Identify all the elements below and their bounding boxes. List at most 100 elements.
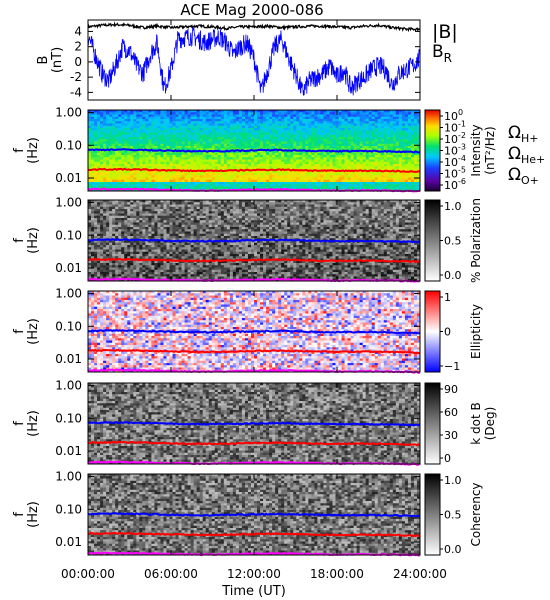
- spectrogram-cell: [247, 179, 252, 183]
- spectrogram-cell: [398, 148, 403, 151]
- spectrogram-cell: [320, 148, 324, 151]
- spectrogram-cell: [335, 123, 339, 127]
- spectrogram-cell: [401, 175, 406, 178]
- spectrogram-cell: [163, 139, 167, 142]
- spectrogram-cell: [247, 155, 252, 158]
- spectrogram-cell: [184, 128, 188, 131]
- spectrogram-cell: [317, 137, 321, 140]
- spectrogram-cell: [136, 161, 140, 165]
- spectrogram-cell: [407, 168, 412, 172]
- spectrogram-cell: [238, 175, 243, 178]
- spectrogram-cell: [392, 200, 397, 203]
- spectrogram-cell: [208, 139, 213, 142]
- spectrogram-cell: [202, 152, 207, 156]
- spectrogram-cell: [362, 202, 367, 205]
- spectrogram-cell: [386, 213, 391, 217]
- spectrogram-cell: [139, 161, 143, 165]
- spectrogram-cell: [407, 173, 412, 176]
- spectrogram-cell: [241, 184, 246, 187]
- spectrogram-cell: [296, 121, 300, 124]
- spectrogram-cell: [232, 206, 237, 210]
- spectrogram-cell: [341, 184, 345, 187]
- spectrogram-cell: [416, 114, 421, 118]
- spectrogram-cell: [398, 211, 403, 214]
- spectrogram-cell: [368, 161, 373, 165]
- spectrogram-cell: [338, 182, 342, 185]
- spectrogram-cell: [88, 114, 92, 118]
- spectrogram-cell: [118, 186, 122, 190]
- spectrogram-cell: [133, 152, 137, 156]
- spectrogram-cell: [410, 143, 415, 147]
- spectrogram-cell: [326, 179, 330, 183]
- spectrogram-cell: [347, 141, 351, 145]
- spectrogram-cell: [410, 125, 415, 129]
- spectrogram-cell: [284, 157, 288, 160]
- spectrogram-cell: [365, 119, 370, 122]
- spectrogram-cell: [148, 150, 152, 154]
- spectrogram-cell: [284, 121, 288, 124]
- spectrogram-cell: [290, 141, 294, 145]
- spectrogram-cell: [287, 119, 291, 122]
- spectrogram-cell: [311, 170, 315, 174]
- spectrogram-cell: [257, 204, 261, 208]
- spectrogram-cell: [359, 209, 364, 212]
- spectrogram-cell: [284, 204, 288, 208]
- spectrogram-cell: [106, 150, 110, 154]
- spectrogram-cell: [323, 206, 327, 210]
- spectrogram-cell: [266, 146, 270, 149]
- spectrogram-cell: [332, 182, 336, 185]
- spectrogram-cell: [287, 206, 291, 210]
- spectrogram-cell: [112, 132, 116, 136]
- spectrogram-cell: [353, 141, 358, 145]
- spectrogram-cell: [223, 184, 228, 187]
- spectrogram-cell: [257, 182, 261, 185]
- spectrogram-cell: [260, 200, 264, 203]
- spectrogram-cell: [211, 139, 216, 142]
- spectrogram-cell: [308, 125, 312, 129]
- spectrogram-cell: [329, 116, 333, 120]
- spectrogram-cell: [266, 175, 270, 178]
- spectrogram-cell: [103, 150, 107, 154]
- spectrogram-cell: [88, 173, 92, 176]
- spectrogram-cell: [175, 125, 179, 129]
- spectrogram-cell: [269, 202, 273, 205]
- spectrogram-cell: [410, 184, 415, 187]
- spectrogram-cell: [166, 159, 170, 163]
- spectrogram-cell: [193, 218, 198, 221]
- spectrogram-cell: [338, 173, 342, 176]
- spectrogram-cell: [136, 179, 140, 183]
- spectrogram-cell: [220, 164, 225, 167]
- spectrogram-cell: [326, 116, 330, 120]
- spectrogram-cell: [329, 148, 333, 151]
- spectrogram-cell: [368, 110, 373, 113]
- spectrogram-cell: [115, 137, 119, 140]
- spectrogram-cell: [410, 155, 415, 158]
- spectrogram-cell: [296, 150, 300, 154]
- spectrogram-cell: [226, 146, 231, 149]
- spectrogram-cell: [235, 150, 240, 154]
- spectrogram-cell: [151, 215, 155, 219]
- spectrogram-cell: [386, 200, 391, 203]
- spectrogram-cell: [338, 137, 342, 140]
- spectrogram-cell: [341, 186, 345, 190]
- spectrogram-cell: [302, 166, 306, 169]
- spectrogram-cell: [169, 211, 173, 214]
- spectrogram-cell: [296, 209, 300, 212]
- spectrogram-cell: [250, 155, 255, 158]
- spectrogram-cell: [260, 186, 264, 190]
- spectrogram-cell: [178, 130, 182, 133]
- spectrogram-cell: [353, 125, 358, 129]
- spectrogram-cell: [229, 166, 234, 169]
- spectrogram-cell: [278, 213, 282, 217]
- spectrogram-cell: [299, 159, 303, 163]
- spectrogram-cell: [308, 173, 312, 176]
- spectrogram-cell: [278, 114, 282, 118]
- spectrogram-cell: [142, 146, 146, 149]
- spectrogram-cell: [118, 206, 122, 210]
- figure-title: ACE Mag 2000-086: [180, 1, 323, 19]
- spectrogram-cell: [100, 218, 104, 221]
- spectrogram-cell: [311, 161, 315, 165]
- spectrogram-cell: [157, 179, 161, 183]
- spectrogram-cell: [205, 211, 210, 214]
- spectrogram-cell: [241, 119, 246, 122]
